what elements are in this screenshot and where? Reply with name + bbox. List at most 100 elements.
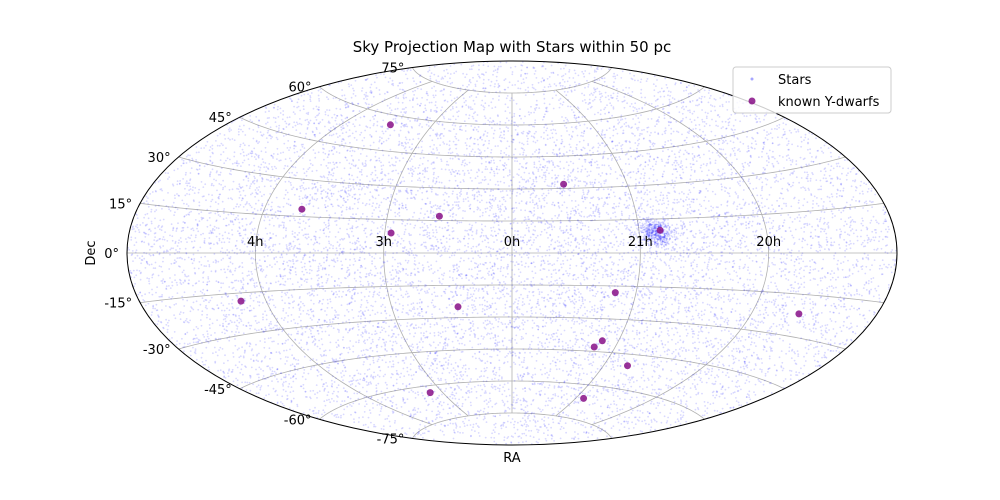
star-point: [659, 90, 661, 93]
star-point: [535, 177, 537, 180]
star-point: [616, 407, 619, 410]
star-point: [678, 348, 681, 350]
star-point: [444, 191, 447, 194]
star-point: [643, 337, 645, 339]
star-point: [671, 352, 674, 355]
star-point: [538, 341, 541, 343]
star-point: [655, 85, 657, 87]
star-point: [703, 233, 706, 236]
star-point: [882, 209, 885, 212]
star-point: [434, 295, 437, 298]
star-point: [261, 180, 263, 183]
star-point: [874, 236, 877, 239]
star-point: [653, 190, 656, 192]
star-point: [389, 340, 392, 342]
star-point: [515, 195, 518, 197]
star-point: [444, 330, 447, 333]
star-point: [282, 113, 285, 116]
star-point: [598, 260, 601, 263]
star-point: [584, 207, 587, 209]
star-point: [347, 184, 350, 187]
star-point: [731, 253, 733, 256]
star-point: [819, 279, 822, 282]
star-point: [747, 180, 750, 183]
star-point: [238, 290, 241, 293]
star-point: [803, 231, 805, 233]
star-point: [600, 265, 603, 268]
star-point: [548, 384, 551, 387]
star-point: [242, 373, 244, 376]
star-point: [623, 303, 626, 306]
star-point: [352, 213, 354, 216]
star-point: [305, 278, 307, 281]
star-point: [788, 157, 791, 160]
star-point: [843, 276, 845, 279]
star-point: [329, 84, 331, 87]
star-point: [244, 381, 247, 384]
star-point: [372, 124, 375, 127]
star-point: [385, 317, 387, 319]
star-point: [649, 148, 652, 150]
star-point: [692, 330, 695, 333]
star-point: [536, 420, 539, 423]
star-point: [457, 139, 460, 142]
star-point: [451, 277, 454, 279]
star-point: [304, 236, 307, 239]
star-point: [532, 334, 535, 337]
star-point: [334, 184, 337, 187]
star-point: [357, 397, 360, 400]
star-point: [804, 327, 807, 329]
star-point: [551, 413, 554, 416]
star-point: [558, 313, 561, 316]
star-point: [681, 372, 684, 375]
star-point: [371, 220, 374, 223]
star-point: [654, 428, 656, 431]
star-point: [830, 237, 832, 240]
star-point: [505, 346, 508, 349]
star-point: [398, 191, 400, 193]
star-point: [227, 372, 229, 375]
star-point: [500, 256, 503, 259]
star-point: [337, 136, 339, 139]
star-point: [509, 222, 512, 225]
star-point: [239, 355, 242, 358]
star-point: [842, 285, 845, 288]
star-point: [398, 235, 400, 238]
star-point: [351, 149, 354, 152]
star-point: [290, 333, 293, 336]
star-point: [461, 277, 463, 280]
star-point: [540, 410, 542, 413]
star-point: [526, 423, 528, 426]
star-point: [287, 356, 289, 359]
star-point: [711, 105, 714, 107]
star-point: [179, 237, 182, 239]
star-point: [551, 97, 554, 100]
star-point: [576, 134, 579, 137]
star-point: [326, 253, 329, 256]
star-point: [847, 285, 850, 288]
star-point: [600, 224, 602, 226]
star-point: [485, 245, 488, 248]
star-point: [218, 239, 221, 242]
star-point: [714, 353, 717, 356]
star-point: [577, 185, 580, 187]
star-point: [531, 376, 534, 379]
star-point: [809, 148, 811, 151]
star-point: [634, 185, 637, 187]
star-point: [399, 279, 402, 282]
star-point: [238, 125, 241, 128]
star-point: [570, 90, 573, 93]
star-point: [521, 301, 524, 303]
star-point: [524, 265, 526, 268]
star-point: [420, 146, 423, 148]
star-point: [364, 324, 367, 327]
star-point: [154, 267, 157, 270]
star-point: [587, 359, 590, 361]
star-point: [642, 296, 644, 299]
star-point: [495, 91, 497, 93]
star-point: [162, 260, 164, 263]
star-point: [684, 285, 687, 288]
star-point: [717, 168, 720, 171]
star-point: [316, 397, 318, 399]
star-point: [488, 104, 490, 107]
